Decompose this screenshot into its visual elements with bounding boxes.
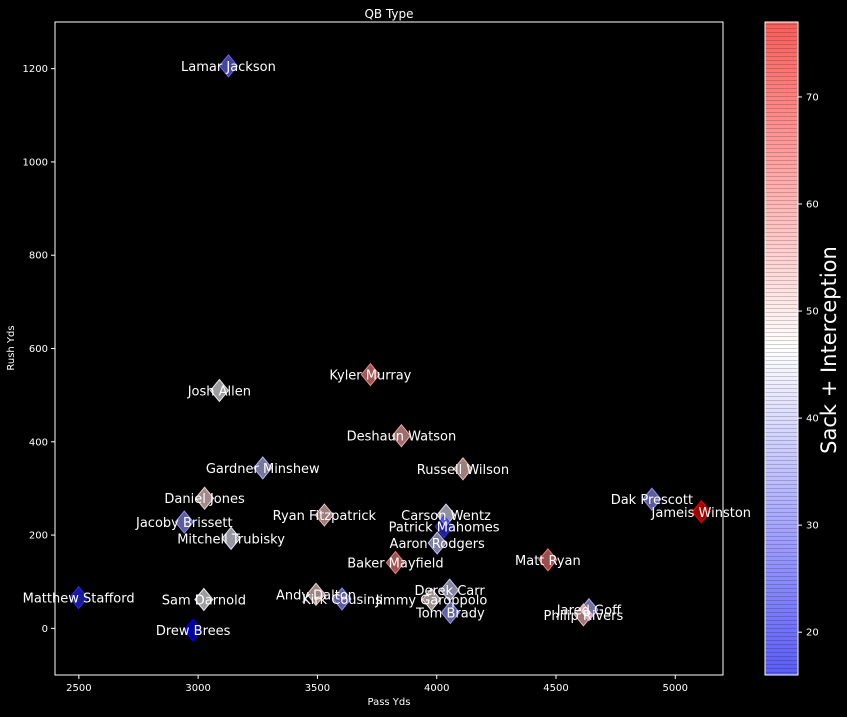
data-point-marker: [453, 457, 473, 481]
data-point-label: Gardner Minshew: [206, 462, 320, 477]
data-point-marker: [360, 362, 381, 387]
data-point-label: Andy Dalton: [276, 588, 356, 603]
data-point-marker: [440, 600, 460, 625]
y-tick-label: 1000: [23, 157, 48, 168]
data-point-marker: [174, 510, 194, 534]
x-axis-label: Pass Yds: [368, 697, 411, 708]
plot-area: [55, 22, 723, 675]
data-point-marker: [194, 486, 215, 511]
y-axis-label: Rush Yds: [6, 325, 17, 370]
data-point-marker: [68, 585, 89, 610]
colorbar: 20 30 40 50 60 70: [764, 21, 819, 676]
y-tick-label: 200: [29, 531, 48, 542]
data-point-marker: [391, 423, 412, 448]
data-point-label: Matt Ryan: [515, 554, 581, 569]
y-tick-label: 400: [29, 437, 48, 448]
colorbar-tick-label: 40: [806, 414, 819, 425]
colorbar-tick-label: 30: [806, 521, 819, 532]
data-point-label: Sam Darnold: [162, 593, 246, 608]
data-point-marker: [538, 548, 558, 572]
colorbar-tick-label: 20: [806, 628, 819, 639]
colorbar-tick-label: 60: [806, 199, 819, 210]
x-tick-label: 4000: [424, 683, 449, 694]
data-point-label: Deshaun Watson: [347, 430, 457, 445]
data-point-label: Mitchell Trubisky: [177, 532, 285, 547]
data-point-marker: [218, 54, 239, 78]
data-point-label: Patrick Mahomes: [389, 521, 500, 536]
data-point-label: Carson Wentz: [401, 509, 491, 524]
data-point-marker: [183, 618, 203, 643]
data-point-marker: [427, 531, 447, 555]
data-point-label: Lamar Jackson: [181, 60, 276, 75]
data-point-label: Jacoby Brissett: [135, 516, 233, 531]
data-point-label: Tom Brady: [415, 606, 485, 621]
data-point-label: Jimmy Garoppolo: [375, 593, 488, 608]
data-point-marker: [332, 587, 352, 611]
colorbar-frame: [764, 21, 799, 676]
data-point-label: Aaron Rodgers: [390, 537, 485, 552]
data-point-label: Josh Allen: [187, 384, 251, 399]
data-point-marker: [306, 582, 326, 607]
x-tick-label: 3000: [185, 683, 210, 694]
axes: 2500 3000 3500 4000 4500 5000 0 200 400 600 800 100…: [23, 21, 724, 694]
data-point-marker: [642, 487, 662, 511]
chart-title: QB Type: [364, 7, 413, 21]
data-point-marker: [434, 514, 454, 539]
x-tick-label: 5000: [663, 683, 688, 694]
y-tick-label: 600: [29, 344, 48, 355]
y-tick-label: 0: [42, 624, 48, 635]
data-point-marker: [691, 499, 711, 524]
data-point-label: Derek Carr: [414, 584, 485, 599]
data-point-label: Baker Mayfield: [347, 557, 443, 572]
data-point-label: Kyler Murray: [329, 369, 411, 384]
data-point-label: Ryan Fitzpatrick: [273, 509, 377, 524]
data-point-label: Russell Wilson: [417, 463, 509, 478]
colorbar-label: Sack + Interception: [817, 246, 841, 454]
data-point-marker: [421, 587, 442, 612]
data-point-marker: [209, 378, 230, 403]
plot-background: [55, 22, 723, 675]
data-points: [68, 54, 711, 643]
x-tick-label: 3500: [305, 683, 330, 694]
data-point-label: Jameis Winston: [651, 506, 751, 521]
data-point-label: Drew Brees: [156, 624, 231, 639]
data-point-label: Matthew Stafford: [23, 592, 135, 607]
data-point-label: Dak Prescott: [611, 493, 693, 508]
colorbar-tick-label: 50: [806, 307, 819, 318]
data-point-marker: [385, 550, 406, 575]
data-point-label: Kirk Cousins: [302, 593, 382, 608]
data-point-label: Philip Rivers: [544, 609, 624, 624]
data-point-marker: [573, 603, 594, 627]
point-labels: Lamar Jackson Kyler Murray Josh Allen Desha…: [23, 60, 751, 639]
x-tick-label: 2500: [66, 683, 91, 694]
data-point-marker: [439, 578, 460, 602]
colorbar-tick-label: 70: [806, 92, 819, 103]
colorbar-banding: [765, 22, 798, 675]
data-point-marker: [314, 503, 335, 527]
data-point-marker: [194, 587, 214, 612]
data-point-marker: [221, 526, 241, 551]
y-tick-label: 800: [29, 251, 48, 262]
data-point-label: Daniel Jones: [164, 492, 245, 507]
y-tick-label: 1200: [23, 64, 48, 75]
data-point-marker: [253, 456, 273, 480]
data-point-label: Jared Goff: [556, 604, 622, 619]
x-tick-label: 4500: [543, 683, 568, 694]
